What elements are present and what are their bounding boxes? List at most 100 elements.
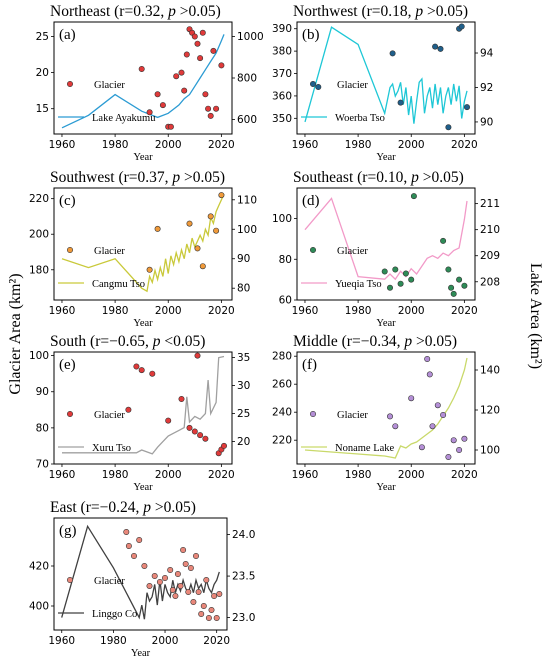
x-tick-label: 2020 xyxy=(451,305,478,317)
glacier-point xyxy=(461,282,468,289)
y-left-tick-label: 70 xyxy=(36,459,49,471)
glacier-point xyxy=(138,367,145,374)
glacier-point xyxy=(178,395,185,402)
y-right-tick-label: 140 xyxy=(480,365,500,377)
y-right-tick-label: 800 xyxy=(237,73,257,85)
glacier-point xyxy=(198,610,205,617)
title-suffix: >0.05) xyxy=(427,3,468,20)
x-tick-label: 1980 xyxy=(102,139,129,151)
panel-title: South (r=−0.65, p <0.05) xyxy=(50,333,205,350)
glacier-point xyxy=(174,570,181,577)
x-tick-label: 2000 xyxy=(152,635,179,647)
x-tick-label: 1980 xyxy=(100,635,127,647)
x-tick-label: 2000 xyxy=(398,469,425,481)
title-p: p xyxy=(414,3,427,20)
lake-series-line xyxy=(61,34,225,129)
glacier-point xyxy=(445,266,452,273)
legend-lake-label: Noname Lake xyxy=(335,443,395,454)
glacier-point xyxy=(183,51,190,58)
y-right-tick-label: 90 xyxy=(480,116,493,128)
x-tick-label: 2000 xyxy=(398,139,425,151)
glacier-point xyxy=(195,588,202,595)
glacier-point xyxy=(429,423,436,430)
glacier-point xyxy=(410,193,417,200)
y-right-tick-label: 600 xyxy=(237,114,257,126)
legend-lake-label: Linggo Co xyxy=(92,609,137,620)
title-suffix: <0.05) xyxy=(164,333,205,350)
glacier-point xyxy=(200,602,207,609)
glacier-point xyxy=(397,99,404,106)
glacier-point xyxy=(456,446,463,453)
x-tick-label: 2020 xyxy=(451,469,478,481)
y-left-tick-label: 200 xyxy=(29,229,49,241)
plot-frame xyxy=(53,187,233,301)
x-axis-label: Year xyxy=(376,318,396,329)
lake-series-line xyxy=(61,193,225,293)
legend-glacier-label: Glacier xyxy=(94,576,125,587)
y-right-tick-label: 120 xyxy=(480,405,500,417)
y-left-tick-label: 260 xyxy=(272,379,292,391)
glacier-point xyxy=(381,268,388,275)
glacier-point xyxy=(197,55,204,62)
x-axis-label: Year xyxy=(133,318,153,329)
glacier-point xyxy=(169,586,176,593)
legend-glacier-label: Glacier xyxy=(337,410,368,421)
legend-lake-label: Xuru Tso xyxy=(92,443,131,454)
y-left-tick-label: 220 xyxy=(272,435,292,447)
glacier-point xyxy=(386,284,393,291)
glacier-point xyxy=(205,105,212,112)
y-right-tick-label: 90 xyxy=(237,253,250,265)
y-right-tick-label: 24.0 xyxy=(232,529,255,541)
y-left-tick-label: 400 xyxy=(29,601,49,613)
glacier-point xyxy=(156,578,163,585)
y-right-tick-label: 100 xyxy=(237,224,257,236)
glacier-point xyxy=(151,572,158,579)
panel-b: Northwest (r=0.18, p >0.05) 1960 1980 2000 2… xyxy=(272,3,494,163)
y-left-tick-label: 360 xyxy=(272,90,292,102)
title-suffix: >0.05) xyxy=(155,499,196,516)
title-prefix: Southwest (r=0.37, xyxy=(50,169,172,186)
panel-title: Middle (r=−0.34, p >0.05) xyxy=(293,333,457,350)
glacier-point xyxy=(397,280,404,287)
glacier-point xyxy=(445,124,452,131)
glacier-point xyxy=(191,428,198,435)
x-tick-label: 1980 xyxy=(102,305,129,317)
glacier-point xyxy=(194,40,201,47)
glacier-point xyxy=(424,355,431,362)
glacier-point xyxy=(408,395,415,402)
y-left-tick-label: 380 xyxy=(272,46,292,58)
glacier-point xyxy=(445,453,452,460)
glacier-point xyxy=(125,406,132,413)
glacier-point xyxy=(315,84,322,91)
glacier-point xyxy=(162,574,169,581)
glacier-point xyxy=(213,105,220,112)
panels: Northeast (r=0.32, p >0.05) 1960 1980 2000 2… xyxy=(29,3,500,659)
glacier-point xyxy=(185,588,192,595)
title-prefix: Southeast (r=0.10, xyxy=(293,169,411,186)
glacier-area-axis-label: Glacier Area (km²) xyxy=(7,273,24,394)
glacier-point xyxy=(426,371,433,378)
lake-series-line xyxy=(304,357,468,459)
y-right-tick-label: 211 xyxy=(480,198,500,210)
title-prefix: Northeast (r=0.32, xyxy=(50,3,168,20)
y-left-tick-label: 80 xyxy=(36,422,49,434)
x-tick-label: 2020 xyxy=(208,305,235,317)
glacier-point xyxy=(138,66,145,73)
x-axis-label: Year xyxy=(133,482,153,493)
glacier-point xyxy=(389,50,396,57)
legend-glacier-label: Glacier xyxy=(94,410,125,421)
glacier-point xyxy=(450,290,457,297)
legend-glacier-marker xyxy=(309,410,316,417)
y-right-tick-label: 92 xyxy=(480,82,493,94)
glacier-point xyxy=(187,564,194,571)
glacier-point xyxy=(159,102,166,109)
legend-lake-label: Yueqia Tso xyxy=(335,279,382,290)
y-right-tick-label: 100 xyxy=(480,445,500,457)
panel-e: South (r=−0.65, p <0.05)1960 1980 2000 2020… xyxy=(29,333,250,493)
panel-label: (b) xyxy=(302,27,320,43)
y-right-tick-label: 35 xyxy=(237,352,250,364)
glacier-point xyxy=(207,213,214,220)
glacier-point xyxy=(191,33,198,40)
glacier-point xyxy=(141,562,148,569)
glacier-point xyxy=(213,614,220,621)
